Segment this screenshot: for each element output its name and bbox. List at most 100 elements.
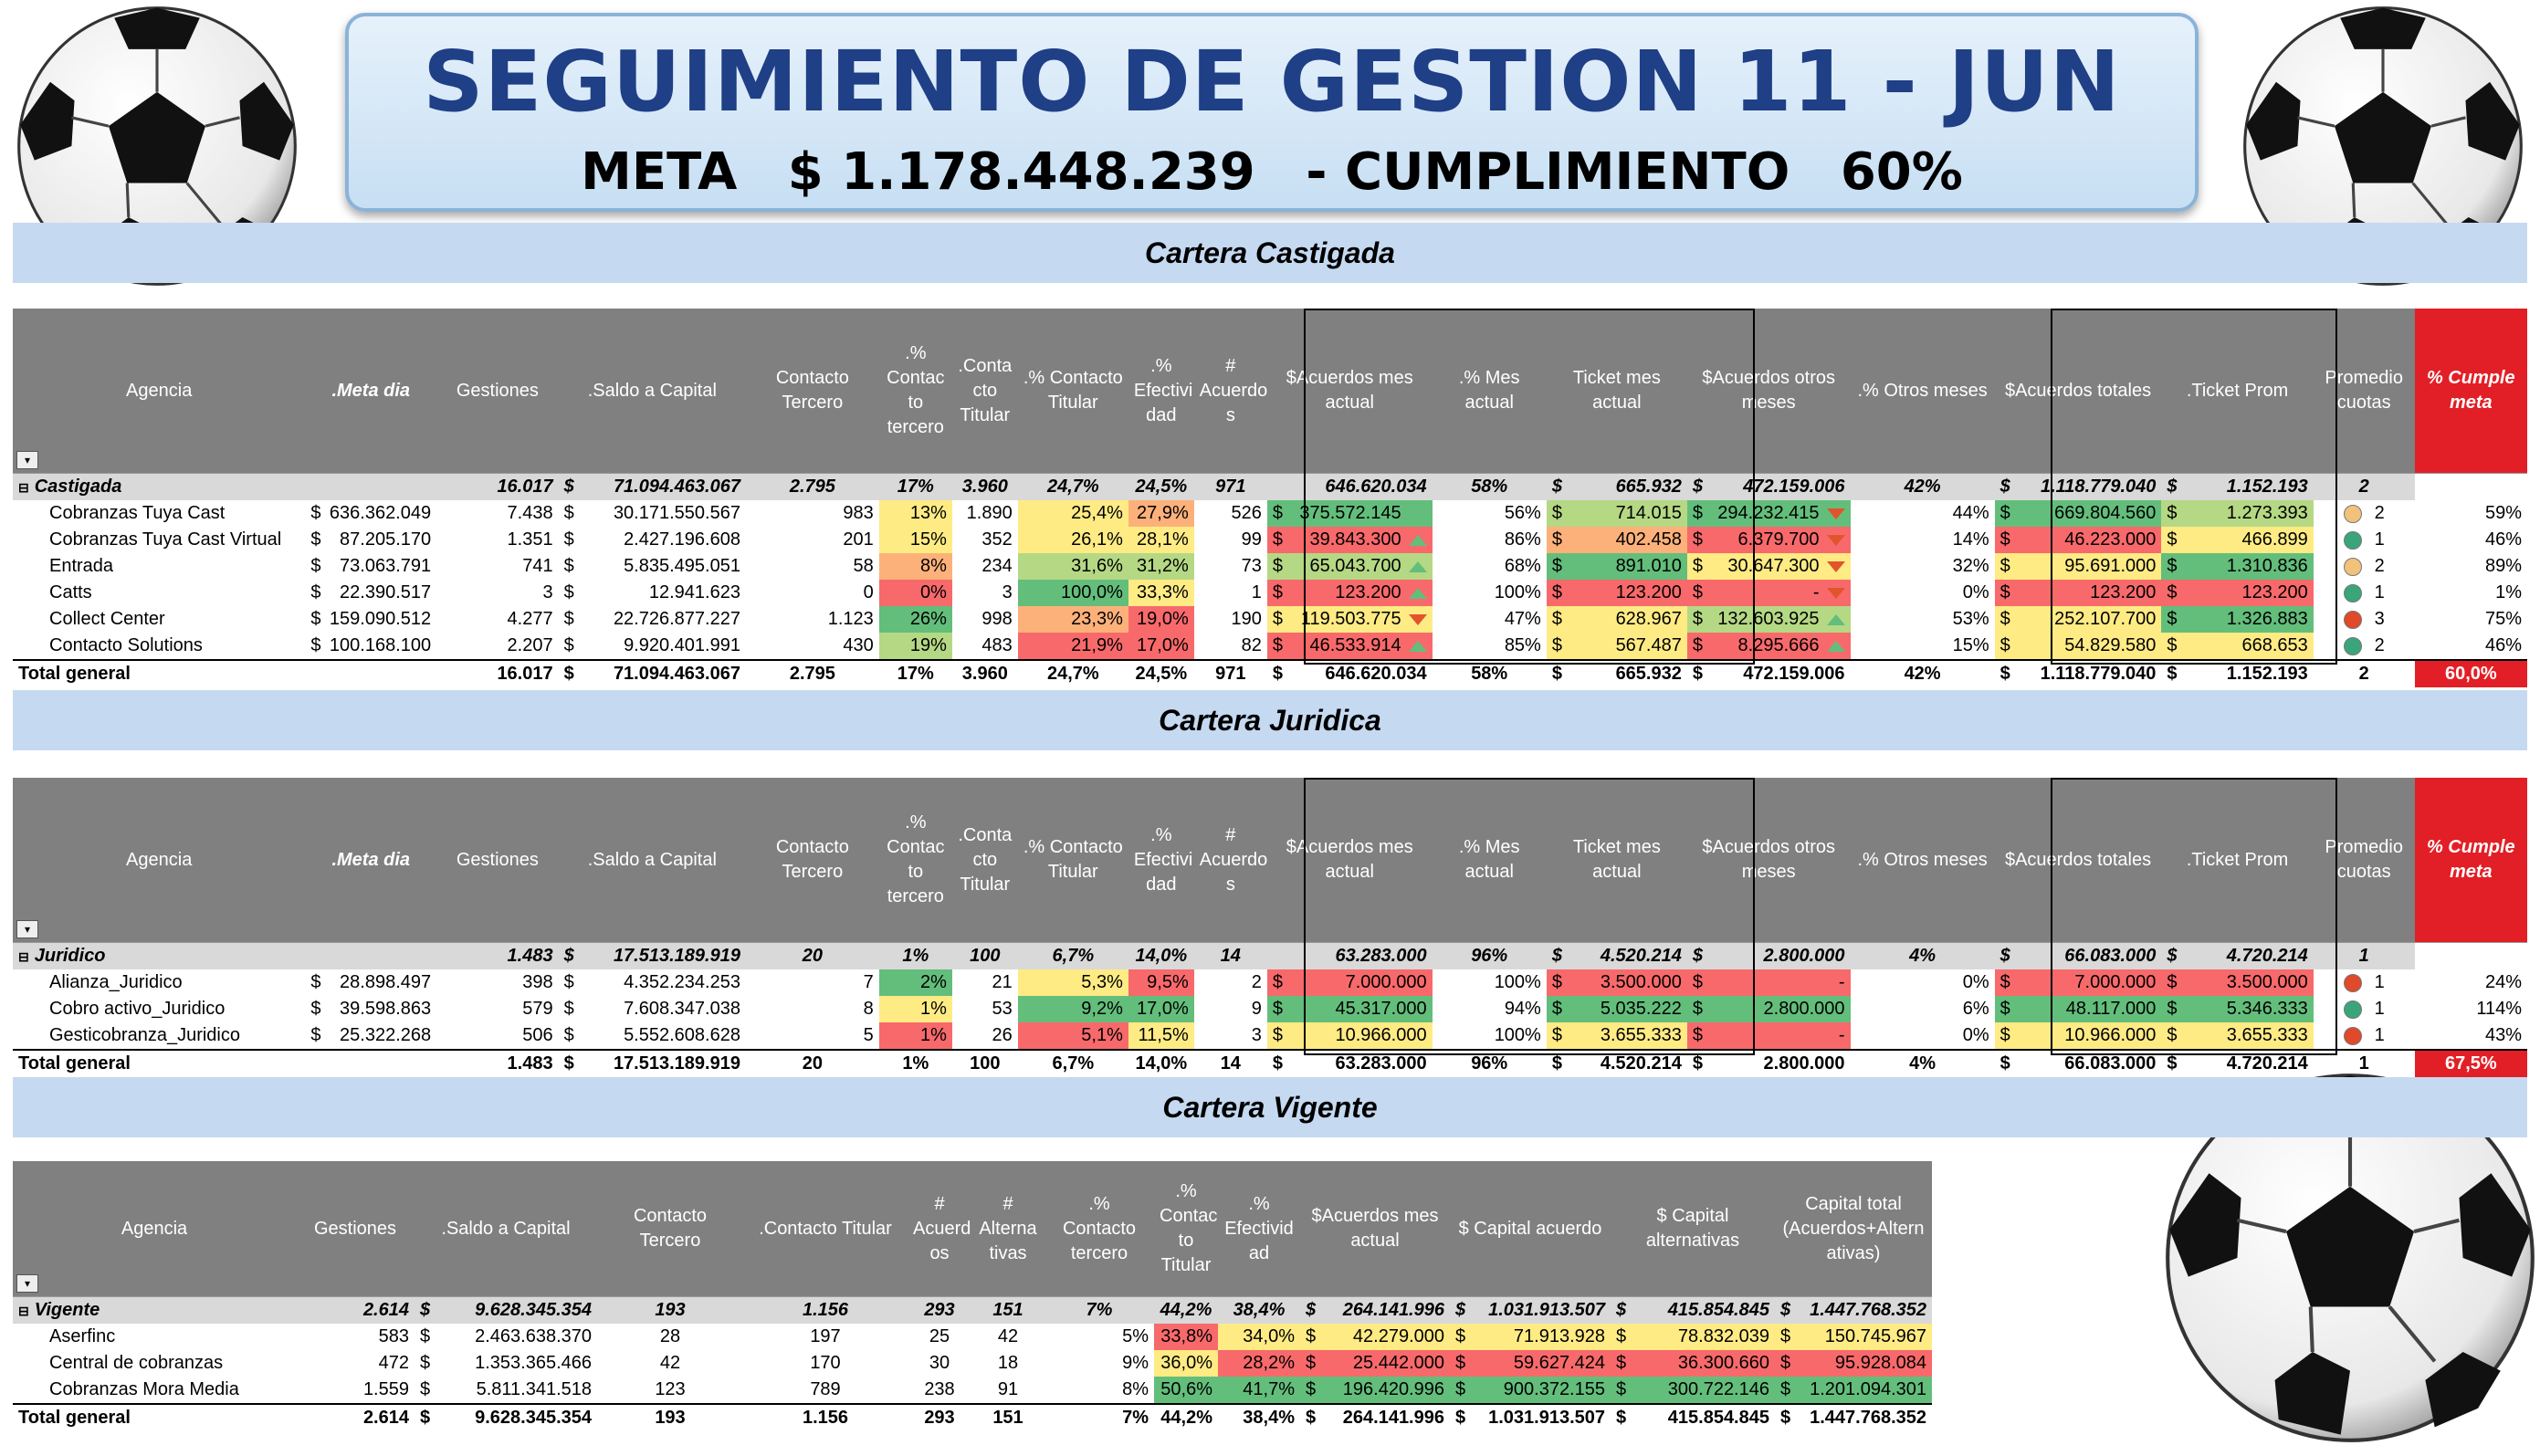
status-dot-icon — [2343, 973, 2362, 992]
column-header[interactable]: .Saldo a Capital — [415, 1161, 597, 1297]
column-header[interactable]: .Conta cto Titular — [951, 309, 1018, 474]
table-row: Cobranzas Mora Media 1.559 $5.811.341.518… — [13, 1377, 1932, 1404]
arrow-up-icon — [1408, 560, 1427, 572]
status-dot-icon — [2343, 583, 2362, 602]
column-header[interactable]: Agencia ▾ — [13, 778, 306, 943]
table-castigada: Agencia ▾ .Meta dia Gestiones .Saldo a Capit… — [13, 309, 2527, 687]
section-vigente: Cartera Vigente — [13, 1077, 2527, 1137]
column-header[interactable]: $ Capital alternativas — [1611, 1161, 1775, 1297]
column-header[interactable]: Agencia ▾ — [13, 309, 306, 474]
column-header[interactable]: .% Mes actual — [1432, 778, 1547, 943]
table-row: Alianza_Juridico $28.898.497 398 $4.352.23… — [13, 969, 2527, 996]
table-vigente: Agencia ▾ Gestiones .Saldo a Capital Contact… — [13, 1161, 1932, 1431]
column-header[interactable]: .% Mes actual — [1432, 309, 1547, 474]
status-dot-icon — [2343, 504, 2362, 523]
column-header[interactable]: Contacto Tercero — [745, 778, 879, 943]
column-header[interactable]: .Meta dia — [305, 309, 437, 474]
column-header[interactable]: .% Otros meses — [1850, 309, 1995, 474]
status-dot-icon — [2343, 1000, 2362, 1019]
filter-icon[interactable]: ▾ — [16, 451, 38, 469]
column-header[interactable]: $Acuerdos mes actual — [1300, 1161, 1450, 1297]
column-header[interactable]: .Saldo a Capital — [558, 309, 746, 474]
column-header[interactable]: % Cumple meta — [2414, 309, 2527, 474]
header-row: Agencia ▾ Gestiones .Saldo a Capital Contact… — [13, 1161, 1932, 1297]
cumple-total: 60,0% — [2414, 659, 2527, 687]
arrow-up-icon — [1408, 508, 1427, 519]
column-header[interactable]: .Meta dia — [305, 778, 437, 943]
column-header[interactable]: $Acuerdos otros meses — [1686, 309, 1851, 474]
column-header[interactable]: .% Contacto Titular — [1017, 778, 1128, 943]
column-header[interactable]: .% Contac to tercero — [878, 778, 952, 943]
table-row: Collect Center $159.090.512 4.277 $22.726.… — [13, 606, 2527, 633]
column-header[interactable]: # Alterna tivas — [971, 1161, 1044, 1297]
column-header[interactable]: .Ticket Prom — [2161, 309, 2314, 474]
table-row: Cobro activo_Juridico $39.598.863 579 $7.6… — [13, 996, 2527, 1022]
column-header[interactable]: .% Contacto tercero — [1044, 1161, 1154, 1297]
table-row: Entrada $73.063.791 741 $5.835.495.051 58 8… — [13, 553, 2527, 580]
column-header[interactable]: # Acuerd os — [908, 1161, 971, 1297]
column-header[interactable]: .% Efectivid ad — [1218, 1161, 1300, 1297]
column-header[interactable]: .% Otros meses — [1850, 778, 1995, 943]
status-dot-icon — [2343, 1026, 2362, 1045]
arrow-up-icon — [1408, 640, 1427, 652]
column-header[interactable]: $ Capital acuerdo — [1450, 1161, 1611, 1297]
total-row: Total general 2.614 $9.628.345.354 193 1.156… — [13, 1403, 1932, 1431]
column-header[interactable]: Ticket mes actual — [1546, 309, 1687, 474]
column-header[interactable]: .% Efectivi dad — [1128, 778, 1194, 943]
collapse-icon[interactable]: ⊟ — [18, 949, 29, 964]
column-header[interactable]: Capital total (Acuerdos+Altern ativas) — [1775, 1161, 1932, 1297]
collapse-icon[interactable]: ⊟ — [18, 1304, 29, 1318]
filter-icon[interactable]: ▾ — [16, 920, 38, 938]
column-header[interactable]: .% Contac to tercero — [878, 309, 952, 474]
table-row: Gesticobranza_Juridico $25.322.268 506 $5.… — [13, 1022, 2527, 1050]
total-row: Total general 16.017 $71.094.463.067 2.795 1… — [13, 659, 2527, 687]
table-row: Aserfinc 583 $2.463.638.370 28 197 25 42 5% 33… — [13, 1324, 1932, 1350]
section-castigada: Cartera Castigada — [13, 223, 2527, 283]
column-header[interactable]: $Acuerdos otros meses — [1686, 778, 1851, 943]
column-header[interactable]: $Acuerdos totales — [1994, 309, 2162, 474]
column-header[interactable]: .% Contacto Titular — [1017, 309, 1128, 474]
column-header[interactable]: .% Efectivi dad — [1128, 309, 1194, 474]
total-row: Total general 1.483 $17.513.189.919 20 1% 100… — [13, 1049, 2527, 1077]
table-row: Catts $22.390.517 3 $12.941.623 0 0% 3 100,0%… — [13, 580, 2527, 606]
column-header[interactable]: Promedio cuotas — [2313, 778, 2415, 943]
section-juridica: Cartera Juridica — [13, 690, 2527, 750]
cumplimiento-label: - CUMPLIMIENTO — [1306, 142, 1790, 202]
column-header[interactable]: Promedio cuotas — [2313, 309, 2415, 474]
arrow-down-icon — [1826, 587, 1845, 599]
column-header[interactable]: .Ticket Prom — [2161, 778, 2314, 943]
status-dot-icon — [2343, 636, 2362, 655]
column-header[interactable]: .Contacto Titular — [743, 1161, 908, 1297]
arrow-down-icon — [1826, 534, 1845, 546]
column-header[interactable]: .Conta cto Titular — [951, 778, 1018, 943]
table-juridica: Agencia ▾ .Meta dia Gestiones .Saldo a Capit… — [13, 778, 2527, 1077]
table-row: Cobranzas Tuya Cast Virtual $87.205.170 1… — [13, 527, 2527, 553]
column-header[interactable]: # Acuerdo s — [1193, 778, 1267, 943]
group-row[interactable]: ⊟ Juridico 1.483 $17.513.189.919 20 1% 100 6,7… — [13, 942, 2527, 969]
column-header[interactable]: Contacto Tercero — [745, 309, 879, 474]
column-header[interactable]: .Saldo a Capital — [558, 778, 746, 943]
filter-icon[interactable]: ▾ — [16, 1274, 38, 1293]
table-row: Central de cobranzas 472 $1.353.365.466 42… — [13, 1350, 1932, 1377]
header-row: Agencia ▾ .Meta dia Gestiones .Saldo a Capit… — [13, 778, 2527, 943]
column-header[interactable]: $Acuerdos mes actual — [1266, 778, 1433, 943]
column-header[interactable]: Gestiones — [436, 778, 559, 943]
column-header[interactable]: $Acuerdos mes actual — [1266, 309, 1433, 474]
column-header[interactable]: Agencia ▾ — [13, 1161, 296, 1297]
group-row[interactable]: ⊟ Castigada 16.017 $71.094.463.067 2.795 17%… — [13, 473, 2527, 500]
column-header[interactable]: % Cumple meta — [2414, 778, 2527, 943]
cumple-total: 67,5% — [2414, 1049, 2527, 1077]
header-row: Agencia ▾ .Meta dia Gestiones .Saldo a Capit… — [13, 309, 2527, 474]
group-row[interactable]: ⊟ Vigente 2.614 $9.628.345.354 193 1.156 293 1… — [13, 1296, 1932, 1324]
column-header[interactable]: Ticket mes actual — [1546, 778, 1687, 943]
column-header[interactable]: Gestiones — [436, 309, 559, 474]
column-header[interactable]: # Acuerdo s — [1193, 309, 1267, 474]
column-header[interactable]: .% Contac to Titular — [1154, 1161, 1218, 1297]
collapse-icon[interactable]: ⊟ — [18, 480, 29, 495]
page-title: SEGUIMIENTO DE GESTION 11 - JUN — [423, 33, 2121, 131]
column-header[interactable]: Contacto Tercero — [597, 1161, 743, 1297]
arrow-down-icon — [1826, 508, 1845, 519]
column-header[interactable]: Gestiones — [296, 1161, 415, 1297]
column-header[interactable]: $Acuerdos totales — [1994, 778, 2162, 943]
goal-summary: META $ 1.178.448.239 - CUMPLIMIENTO 60% — [349, 142, 2195, 202]
